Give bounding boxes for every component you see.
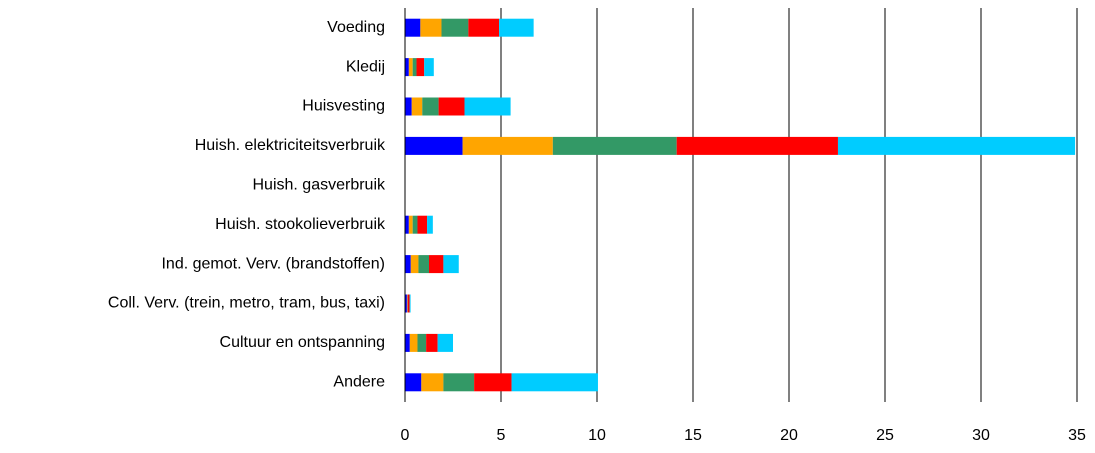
bar-segment bbox=[512, 373, 598, 391]
x-tick-label: 30 bbox=[972, 427, 990, 444]
bar-segment bbox=[405, 58, 409, 76]
bar-segment bbox=[499, 19, 534, 37]
y-tick-label: Cultuur en ontspanning bbox=[220, 334, 385, 351]
bar-segment bbox=[422, 98, 438, 116]
bar-segment bbox=[426, 334, 438, 352]
bar-segment bbox=[413, 216, 418, 234]
bar-segment bbox=[418, 255, 429, 273]
y-tick-label: Andere bbox=[333, 374, 385, 391]
x-tick-label: 35 bbox=[1068, 427, 1086, 444]
bar-segment bbox=[468, 19, 499, 37]
y-tick-label: Huish. elektriciteitsverbruik bbox=[195, 137, 386, 154]
bar-segment bbox=[417, 334, 426, 352]
bar-segment bbox=[409, 58, 413, 76]
bar-segment bbox=[405, 98, 412, 116]
x-tick-label: 0 bbox=[401, 427, 410, 444]
bar-segment bbox=[405, 216, 409, 234]
bar-segment bbox=[417, 58, 425, 76]
bar-segment bbox=[405, 373, 421, 391]
y-tick-label: Ind. gemot. Verv. (brandstoffen) bbox=[161, 255, 385, 272]
bar-segment bbox=[424, 58, 434, 76]
bar-segment bbox=[405, 255, 411, 273]
bar-segment bbox=[427, 216, 433, 234]
bar-segment bbox=[443, 255, 458, 273]
y-tick-label: Huish. stookolieverbruik bbox=[215, 216, 386, 233]
bar-segment bbox=[838, 137, 1075, 155]
bar-segment bbox=[410, 295, 411, 313]
bar-segment bbox=[420, 19, 441, 37]
bar-segment bbox=[411, 255, 419, 273]
bar-segment bbox=[405, 334, 410, 352]
y-tick-label: Huish. gasverbruik bbox=[253, 177, 387, 194]
bar-segment bbox=[410, 334, 418, 352]
bar-segment bbox=[465, 98, 511, 116]
bar-segment bbox=[677, 137, 838, 155]
bar-segment bbox=[439, 98, 465, 116]
y-tick-label: Kledij bbox=[346, 58, 385, 75]
x-tick-label: 25 bbox=[876, 427, 894, 444]
bar-segment bbox=[421, 373, 443, 391]
bar-segment bbox=[463, 137, 553, 155]
x-tick-label: 5 bbox=[497, 427, 506, 444]
bar-segment bbox=[412, 98, 423, 116]
bar-segment bbox=[405, 137, 463, 155]
bar-segment bbox=[409, 216, 413, 234]
bar-segment bbox=[443, 373, 474, 391]
y-tick-label: Coll. Verv. (trein, metro, tram, bus, ta… bbox=[108, 295, 385, 312]
x-tick-label: 10 bbox=[588, 427, 606, 444]
x-tick-label: 20 bbox=[780, 427, 798, 444]
bar-segment bbox=[441, 19, 468, 37]
y-tick-label: Voeding bbox=[327, 19, 385, 36]
bar-segment bbox=[413, 58, 417, 76]
bar-segment bbox=[417, 216, 427, 234]
bar-segment bbox=[553, 137, 677, 155]
bar-segment bbox=[438, 334, 453, 352]
y-tick-label: Huisvesting bbox=[302, 98, 385, 115]
bar-segment bbox=[474, 373, 511, 391]
bar-segment bbox=[405, 19, 420, 37]
bar-segment bbox=[429, 255, 443, 273]
x-tick-label: 15 bbox=[684, 427, 702, 444]
bar-segment bbox=[408, 295, 410, 313]
